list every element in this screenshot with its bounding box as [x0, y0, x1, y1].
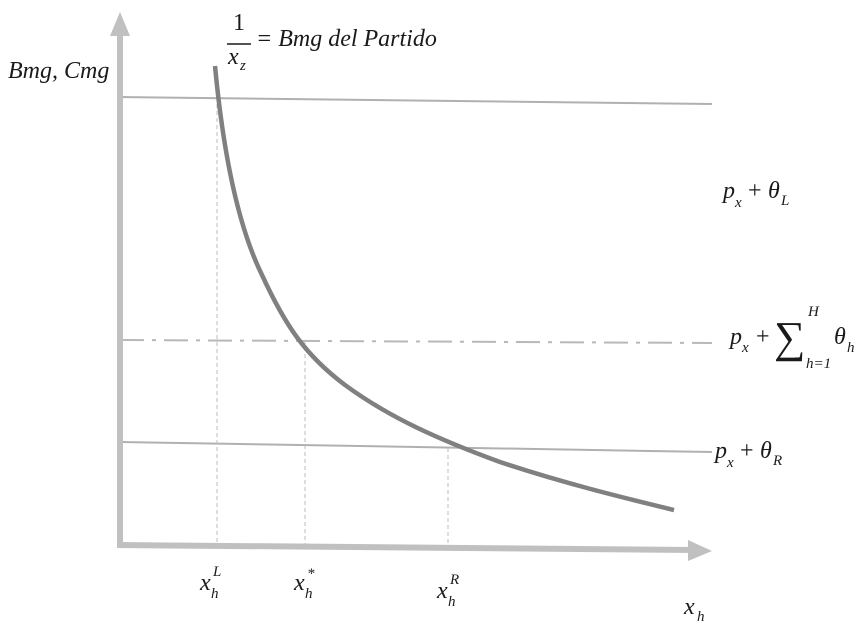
- tick-label-sub: h: [448, 594, 456, 610]
- label-base: p: [713, 438, 727, 464]
- theta-r-line: [119, 441, 713, 453]
- tick-label-sup: *: [307, 566, 315, 582]
- label-symbol: θ: [760, 438, 772, 464]
- label-symbol: θ: [768, 178, 780, 204]
- tick-label-sup: L: [212, 564, 221, 580]
- curve-label-numerator: 1: [233, 10, 245, 36]
- tick-label-sub: h: [211, 586, 219, 602]
- x-axis: [116, 542, 696, 553]
- theta-l-line: [119, 96, 713, 105]
- curve-label-denominator-sub: z: [239, 58, 246, 74]
- label-op: +: [748, 178, 762, 204]
- x-axis-label-sub: h: [697, 609, 705, 625]
- label-sub: x: [726, 455, 734, 471]
- tick-label-sup: R: [449, 572, 459, 588]
- y-axis-arrow: [110, 12, 130, 36]
- label-symbol-sub: L: [780, 193, 789, 209]
- label-base: p: [728, 324, 742, 350]
- bmg-curve: [212, 65, 675, 513]
- label-op: +: [756, 324, 770, 350]
- label-symbol-sub: R: [772, 453, 782, 469]
- label-sigma: ∑: [774, 313, 805, 362]
- curve-label-text: = Bmg del Partido: [256, 26, 437, 52]
- label-op: +: [740, 438, 754, 464]
- label-sub: x: [741, 340, 749, 356]
- y-axis-label: Bmg, Cmg: [8, 58, 109, 84]
- tick-label-sub: h: [305, 586, 313, 602]
- tick-label: x: [293, 570, 305, 596]
- sum-line: [119, 339, 713, 344]
- curve-label-denominator: x: [227, 44, 239, 70]
- label-symbol: θ: [834, 324, 846, 350]
- label-sigma-upper: H: [807, 304, 820, 320]
- tick-label: x: [436, 578, 448, 604]
- x-axis-label: x: [683, 594, 695, 620]
- label-symbol-sub: h: [847, 340, 855, 356]
- x-axis-arrow: [688, 540, 712, 561]
- label-base: p: [721, 178, 735, 204]
- tick-label: x: [199, 570, 211, 596]
- label-sub: x: [734, 195, 742, 211]
- label-sigma-lower: h=1: [806, 356, 831, 372]
